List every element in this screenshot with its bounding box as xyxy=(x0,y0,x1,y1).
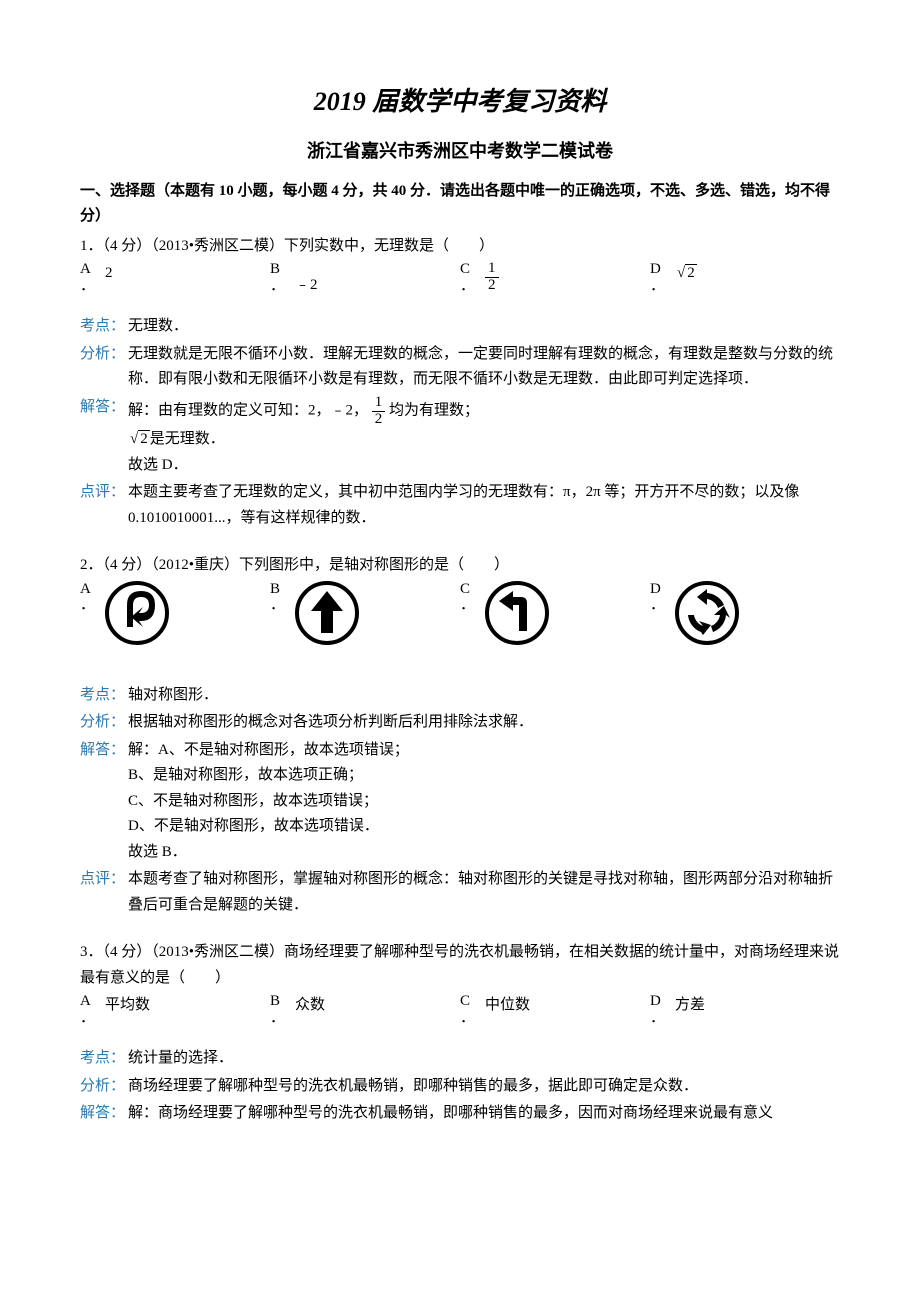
q1-opt-d: D． √2 xyxy=(650,261,840,294)
q3-kaodian: 考点： 统计量的选择． xyxy=(80,1046,840,1072)
q2-stem: 2．（4 分）（2012•重庆）下列图形中，是轴对称图形的是（ ） xyxy=(80,553,840,579)
opt-value: 平均数 xyxy=(105,993,150,1019)
opt-letter: B． xyxy=(270,261,285,294)
q2-opt-d: D． xyxy=(650,581,840,645)
q3-options: A． 平均数 B． 众数 C． 中位数 D． 方差 xyxy=(80,993,840,1026)
radicand: 2 xyxy=(138,430,150,447)
q3-opt-a: A． 平均数 xyxy=(80,993,270,1026)
q2-opt-b: B． xyxy=(270,581,460,645)
opt-value: 中位数 xyxy=(485,993,530,1019)
main-title: 2019 届数学中考复习资料 xyxy=(80,80,840,124)
opt-value: 众数 xyxy=(295,993,325,1019)
q1-stem: 1．（4 分）（2013•秀洲区二模）下列实数中，无理数是（ ） xyxy=(80,234,840,260)
sign-icon-a xyxy=(105,581,169,645)
opt-value: 2 xyxy=(105,261,113,287)
radicand: 2 xyxy=(685,264,697,281)
jieda-text: B、是轴对称图形，故本选项正确； xyxy=(128,767,363,783)
opt-letter: D． xyxy=(650,581,665,614)
opt-letter: A． xyxy=(80,993,95,1026)
jieda-text: 解：由有理数的定义可知：2，﹣2， xyxy=(128,402,368,418)
q2-opt-c: C． xyxy=(460,581,650,645)
jieda-body: 解：由有理数的定义可知：2，﹣2， 1 2 均为有理数； √2是无理数． 故选 … xyxy=(128,395,840,479)
q2-options: A． B． C． D． xyxy=(80,581,840,645)
opt-value: ﹣2 xyxy=(295,273,318,299)
q1-fenxi: 分析： 无理数就是无限不循环小数．理解无理数的概念，一定要同时理解有理数的概念，… xyxy=(80,342,840,393)
opt-letter: C． xyxy=(460,581,475,614)
q2-jieda: 解答： 解：A、不是轴对称图形，故本选项错误； B、是轴对称图形，故本选项正确；… xyxy=(80,738,840,866)
jieda-text: D、不是轴对称图形，故本选项错误． xyxy=(128,818,379,834)
fraction-num: 1 xyxy=(485,261,499,278)
opt-letter: D． xyxy=(650,993,665,1026)
section-header: 一、选择题（本题有 10 小题，每小题 4 分，共 40 分．请选出各题中唯一的… xyxy=(80,179,840,230)
dianping-body: 本题主要考查了无理数的定义，其中初中范围内学习的无理数有：π，2π 等；开方开不… xyxy=(128,480,840,531)
kaodian-label: 考点： xyxy=(80,314,128,340)
opt-letter: A． xyxy=(80,581,95,614)
kaodian-label: 考点： xyxy=(80,683,128,709)
fenxi-label: 分析： xyxy=(80,342,128,368)
jieda-label: 解答： xyxy=(80,395,128,421)
jieda-label: 解答： xyxy=(80,1101,128,1127)
jieda-label: 解答： xyxy=(80,738,128,764)
opt-letter: A． xyxy=(80,261,95,294)
sign-icon-b xyxy=(295,581,359,645)
q2-kaodian: 考点： 轴对称图形． xyxy=(80,683,840,709)
q1-options: A． 2 B． ﹣2 C． 1 2 D． √2 xyxy=(80,261,840,294)
q3-jieda: 解答： 解：商场经理要了解哪种型号的洗衣机最畅销，即哪种销售的最多，因而对商场经… xyxy=(80,1101,840,1127)
opt-letter: B． xyxy=(270,993,285,1026)
q3-opt-b: B． 众数 xyxy=(270,993,460,1026)
kaodian-body: 轴对称图形． xyxy=(128,683,840,709)
dianping-label: 点评： xyxy=(80,867,128,893)
q1-opt-c: C． 1 2 xyxy=(460,261,650,294)
q3-stem: 3．（4 分）（2013•秀洲区二模）商场经理要了解哪种型号的洗衣机最畅销，在相… xyxy=(80,940,840,991)
q3-fenxi: 分析： 商场经理要了解哪种型号的洗衣机最畅销，即哪种销售的最多，据此即可确定是众… xyxy=(80,1074,840,1100)
fraction-num: 1 xyxy=(372,395,386,412)
fraction-den: 2 xyxy=(372,412,386,428)
jieda-body: 解：商场经理要了解哪种型号的洗衣机最畅销，即哪种销售的最多，因而对商场经理来说最… xyxy=(128,1101,840,1127)
opt-letter: D． xyxy=(650,261,665,294)
sub-title: 浙江省嘉兴市秀洲区中考数学二模试卷 xyxy=(80,136,840,167)
fenxi-body: 商场经理要了解哪种型号的洗衣机最畅销，即哪种销售的最多，据此即可确定是众数． xyxy=(128,1074,840,1100)
fraction-den: 2 xyxy=(485,278,499,294)
jieda-text: 是无理数． xyxy=(150,431,225,447)
jieda-text: 故选 B． xyxy=(128,844,187,860)
q2-fenxi: 分析： 根据轴对称图形的概念对各选项分析判断后利用排除法求解． xyxy=(80,710,840,736)
jieda-body: 解：A、不是轴对称图形，故本选项错误； B、是轴对称图形，故本选项正确； C、不… xyxy=(128,738,840,866)
jieda-text: 均为有理数； xyxy=(389,402,479,418)
kaodian-label: 考点： xyxy=(80,1046,128,1072)
fenxi-label: 分析： xyxy=(80,710,128,736)
q2-dianping: 点评： 本题考查了轴对称图形，掌握轴对称图形的概念：轴对称图形的关键是寻找对称轴… xyxy=(80,867,840,918)
fraction: 1 2 xyxy=(372,395,386,428)
q2-opt-a: A． xyxy=(80,581,270,645)
fenxi-body: 无理数就是无限不循环小数．理解无理数的概念，一定要同时理解有理数的概念，有理数是… xyxy=(128,342,840,393)
sign-icon-c xyxy=(485,581,549,645)
sign-icon-d xyxy=(675,581,739,645)
kaodian-body: 无理数． xyxy=(128,314,840,340)
dianping-body: 本题考查了轴对称图形，掌握轴对称图形的概念：轴对称图形的关键是寻找对称轴，图形两… xyxy=(128,867,840,918)
opt-value: 方差 xyxy=(675,993,705,1019)
dianping-label: 点评： xyxy=(80,480,128,506)
q1-opt-b: B． ﹣2 xyxy=(270,261,460,294)
q1-kaodian: 考点： 无理数． xyxy=(80,314,840,340)
jieda-text: 故选 D． xyxy=(128,457,188,473)
sqrt: √2 xyxy=(675,261,697,287)
fenxi-label: 分析： xyxy=(80,1074,128,1100)
opt-letter: C． xyxy=(460,993,475,1026)
q3-opt-d: D． 方差 xyxy=(650,993,840,1026)
jieda-text: C、不是轴对称图形，故本选项错误； xyxy=(128,793,378,809)
fraction: 1 2 xyxy=(485,261,499,294)
q1-opt-a: A． 2 xyxy=(80,261,270,294)
opt-letter: B． xyxy=(270,581,285,614)
sqrt: √2 xyxy=(128,427,150,453)
q3-opt-c: C． 中位数 xyxy=(460,993,650,1026)
jieda-text: 解：A、不是轴对称图形，故本选项错误； xyxy=(128,742,409,758)
fenxi-body: 根据轴对称图形的概念对各选项分析判断后利用排除法求解． xyxy=(128,710,840,736)
kaodian-body: 统计量的选择． xyxy=(128,1046,840,1072)
q1-dianping: 点评： 本题主要考查了无理数的定义，其中初中范围内学习的无理数有：π，2π 等；… xyxy=(80,480,840,531)
opt-letter: C． xyxy=(460,261,475,294)
q1-jieda: 解答： 解：由有理数的定义可知：2，﹣2， 1 2 均为有理数； √2是无理数．… xyxy=(80,395,840,479)
